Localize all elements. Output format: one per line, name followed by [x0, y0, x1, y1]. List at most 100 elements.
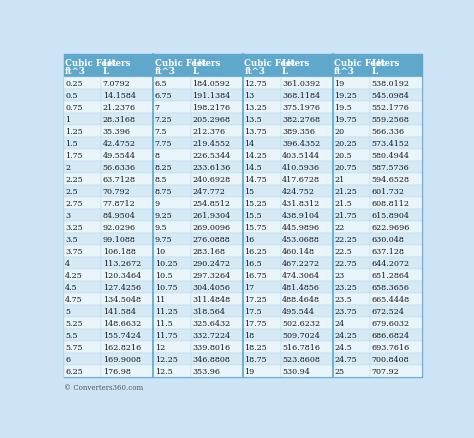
Text: 106.188: 106.188 [103, 247, 136, 255]
Text: 18: 18 [245, 331, 255, 339]
Text: 488.4648: 488.4648 [282, 295, 320, 303]
Text: 19.5: 19.5 [334, 104, 352, 112]
Bar [281, 329, 333, 341]
Bar [333, 90, 370, 102]
Text: 523.8608: 523.8608 [282, 355, 320, 363]
Bar [64, 55, 101, 78]
Text: 389.356: 389.356 [282, 128, 315, 136]
Bar [370, 258, 422, 269]
Bar [64, 174, 101, 186]
Bar [370, 341, 422, 353]
Bar [153, 293, 191, 305]
Bar [281, 126, 333, 138]
Bar [153, 174, 191, 186]
Text: 11.25: 11.25 [155, 307, 178, 315]
Bar [281, 353, 333, 365]
Text: 176.98: 176.98 [103, 367, 131, 375]
Text: 169.9008: 169.9008 [103, 355, 141, 363]
Bar [333, 186, 370, 198]
Bar [333, 317, 370, 329]
Text: ft^3: ft^3 [334, 67, 355, 76]
Text: 247.772: 247.772 [192, 188, 225, 196]
Bar [101, 186, 153, 198]
Text: 665.4448: 665.4448 [372, 295, 410, 303]
Text: 6.5: 6.5 [155, 80, 167, 88]
Bar [243, 269, 281, 281]
Bar [370, 162, 422, 174]
Bar [333, 341, 370, 353]
Text: 92.0296: 92.0296 [103, 224, 136, 232]
Text: 651.2864: 651.2864 [372, 272, 410, 279]
Text: 219.4552: 219.4552 [192, 140, 230, 148]
Bar [333, 174, 370, 186]
Text: 637.128: 637.128 [372, 247, 405, 255]
Text: 8.75: 8.75 [155, 188, 172, 196]
Text: 2: 2 [65, 164, 70, 172]
Text: Liters: Liters [103, 59, 131, 68]
Text: 35.396: 35.396 [103, 128, 131, 136]
Bar [101, 114, 153, 126]
Text: © Converters360.com: © Converters360.com [64, 383, 143, 391]
Text: 15.75: 15.75 [245, 224, 267, 232]
Bar [243, 365, 281, 377]
Bar [370, 198, 422, 210]
Text: Cubic Feet: Cubic Feet [65, 59, 117, 68]
Text: L: L [282, 67, 288, 76]
Text: 679.6032: 679.6032 [372, 319, 410, 327]
Text: 382.2768: 382.2768 [282, 116, 320, 124]
Bar [370, 281, 422, 293]
Text: 580.4944: 580.4944 [372, 152, 410, 160]
Text: 240.6928: 240.6928 [192, 176, 230, 184]
Bar [370, 305, 422, 317]
Bar [101, 365, 153, 377]
Text: 17.5: 17.5 [245, 307, 262, 315]
Bar [101, 150, 153, 162]
Text: 56.6336: 56.6336 [103, 164, 136, 172]
Bar [281, 90, 333, 102]
Bar [281, 269, 333, 281]
Text: 12.25: 12.25 [155, 355, 178, 363]
Text: 12.75: 12.75 [245, 80, 267, 88]
Text: 573.4152: 573.4152 [372, 140, 410, 148]
Bar [191, 138, 243, 150]
Bar [191, 210, 243, 222]
Bar [333, 126, 370, 138]
Text: 63.7128: 63.7128 [103, 176, 136, 184]
Text: 0.75: 0.75 [65, 104, 82, 112]
Bar [101, 78, 153, 90]
Bar [243, 281, 281, 293]
Bar [101, 305, 153, 317]
Text: 13.5: 13.5 [245, 116, 262, 124]
Text: 22.75: 22.75 [334, 259, 357, 268]
Text: 21.5: 21.5 [334, 200, 352, 208]
Bar [281, 174, 333, 186]
Bar [370, 269, 422, 281]
Bar [281, 186, 333, 198]
Bar [153, 281, 191, 293]
Text: 11.75: 11.75 [155, 331, 177, 339]
Bar [281, 317, 333, 329]
Text: 630.048: 630.048 [372, 236, 404, 244]
Text: 8.5: 8.5 [155, 176, 167, 184]
Text: 8: 8 [155, 152, 160, 160]
Bar [64, 353, 101, 365]
Bar [64, 186, 101, 198]
Text: 9.25: 9.25 [155, 212, 173, 219]
Text: 304.4056: 304.4056 [192, 283, 230, 291]
Text: 424.752: 424.752 [282, 188, 315, 196]
Bar [243, 90, 281, 102]
Text: 155.7424: 155.7424 [103, 331, 141, 339]
Text: 261.9304: 261.9304 [192, 212, 231, 219]
Text: 353.96: 353.96 [192, 367, 220, 375]
Bar [153, 233, 191, 246]
Bar [243, 162, 281, 174]
Text: 1.5: 1.5 [65, 140, 78, 148]
Text: Cubic Feet: Cubic Feet [245, 59, 296, 68]
Bar [370, 102, 422, 114]
Bar [191, 341, 243, 353]
Text: 8.25: 8.25 [155, 164, 173, 172]
Text: 700.8408: 700.8408 [372, 355, 409, 363]
Bar [243, 329, 281, 341]
Bar [243, 55, 281, 78]
Bar [101, 317, 153, 329]
